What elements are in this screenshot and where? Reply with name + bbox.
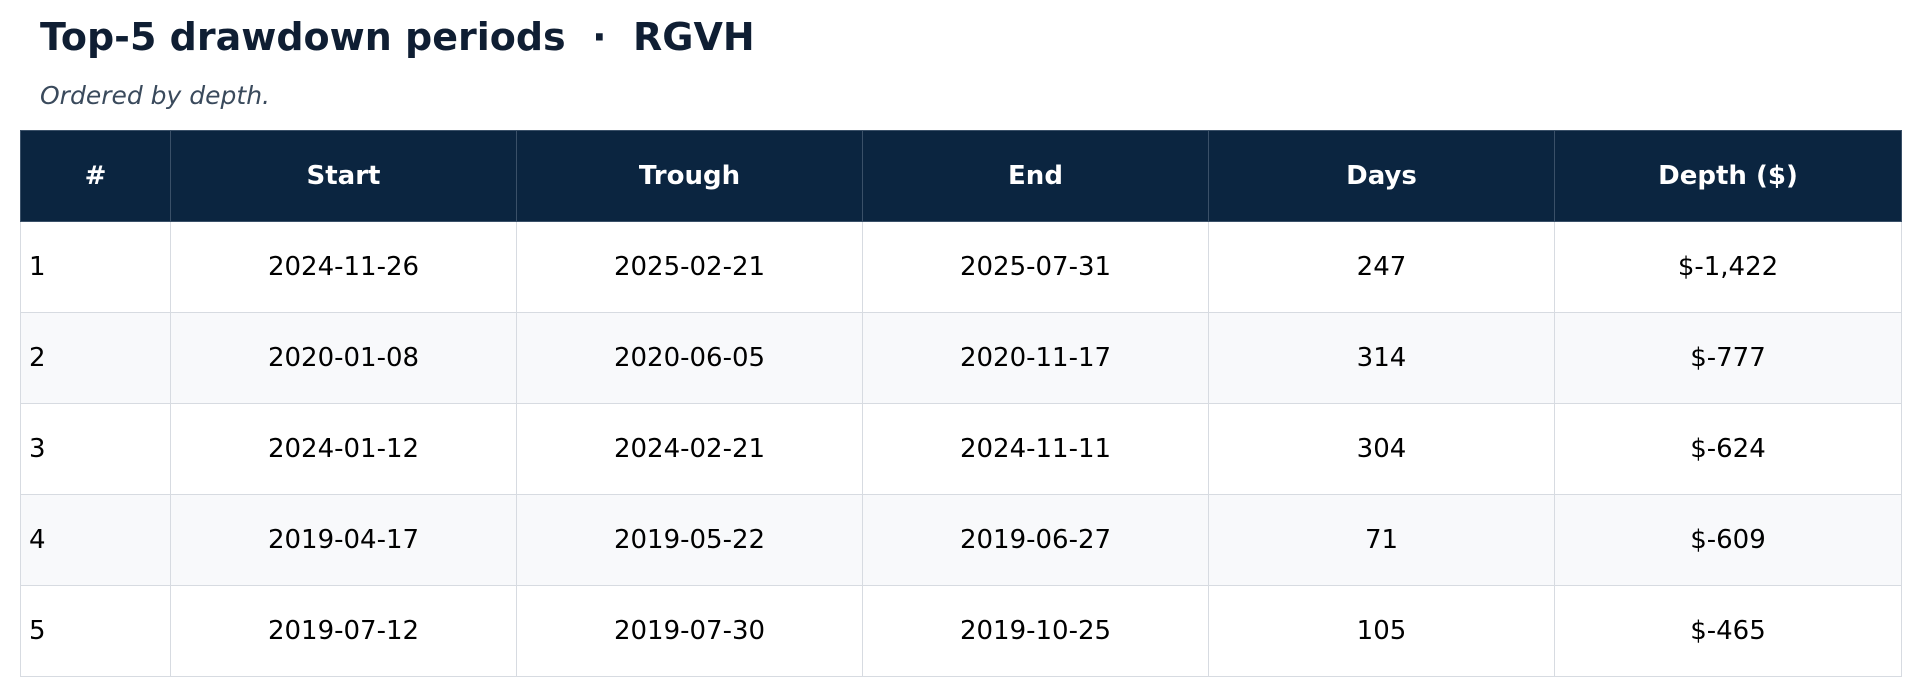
- cell-start: 2024-11-26: [170, 221, 517, 313]
- cell-rank: 3: [20, 403, 171, 495]
- table-row: 2 2020-01-08 2020-06-05 2020-11-17 314 $…: [20, 312, 1902, 404]
- page-title: Top-5 drawdown periods · RGVH: [40, 15, 755, 59]
- cell-trough: 2024-02-21: [516, 403, 863, 495]
- table-row: 1 2024-11-26 2025-02-21 2025-07-31 247 $…: [20, 221, 1902, 313]
- cell-end: 2020-11-17: [862, 312, 1209, 404]
- drawdown-table: # Start Trough End Days Depth ($) 1 2024…: [20, 130, 1902, 677]
- column-header-depth: Depth ($): [1554, 130, 1902, 222]
- cell-days: 304: [1208, 403, 1555, 495]
- page-subtitle: Ordered by depth.: [40, 81, 271, 110]
- cell-start: 2019-04-17: [170, 494, 517, 586]
- column-header-days: Days: [1208, 130, 1555, 222]
- cell-depth: $-624: [1554, 403, 1902, 495]
- column-header-end: End: [862, 130, 1209, 222]
- cell-rank: 2: [20, 312, 171, 404]
- table-body: 1 2024-11-26 2025-02-21 2025-07-31 247 $…: [20, 221, 1902, 677]
- cell-end: 2019-10-25: [862, 585, 1209, 677]
- cell-rank: 1: [20, 221, 171, 313]
- cell-end: 2024-11-11: [862, 403, 1209, 495]
- table-row: 5 2019-07-12 2019-07-30 2019-10-25 105 $…: [20, 585, 1902, 677]
- column-header-start: Start: [170, 130, 517, 222]
- cell-trough: 2025-02-21: [516, 221, 863, 313]
- cell-days: 71: [1208, 494, 1555, 586]
- cell-rank: 5: [20, 585, 171, 677]
- cell-trough: 2019-07-30: [516, 585, 863, 677]
- header-row: # Start Trough End Days Depth ($): [20, 130, 1902, 222]
- cell-trough: 2019-05-22: [516, 494, 863, 586]
- table-header: # Start Trough End Days Depth ($): [20, 130, 1902, 222]
- cell-trough: 2020-06-05: [516, 312, 863, 404]
- cell-depth: $-609: [1554, 494, 1902, 586]
- cell-start: 2024-01-12: [170, 403, 517, 495]
- cell-end: 2025-07-31: [862, 221, 1209, 313]
- cell-days: 247: [1208, 221, 1555, 313]
- cell-days: 105: [1208, 585, 1555, 677]
- cell-depth: $-1,422: [1554, 221, 1902, 313]
- table-row: 3 2024-01-12 2024-02-21 2024-11-11 304 $…: [20, 403, 1902, 495]
- table-row: 4 2019-04-17 2019-05-22 2019-06-27 71 $-…: [20, 494, 1902, 586]
- cell-days: 314: [1208, 312, 1555, 404]
- cell-depth: $-465: [1554, 585, 1902, 677]
- cell-end: 2019-06-27: [862, 494, 1209, 586]
- column-header-rank: #: [20, 130, 171, 222]
- column-header-trough: Trough: [516, 130, 863, 222]
- cell-start: 2020-01-08: [170, 312, 517, 404]
- cell-depth: $-777: [1554, 312, 1902, 404]
- cell-start: 2019-07-12: [170, 585, 517, 677]
- cell-rank: 4: [20, 494, 171, 586]
